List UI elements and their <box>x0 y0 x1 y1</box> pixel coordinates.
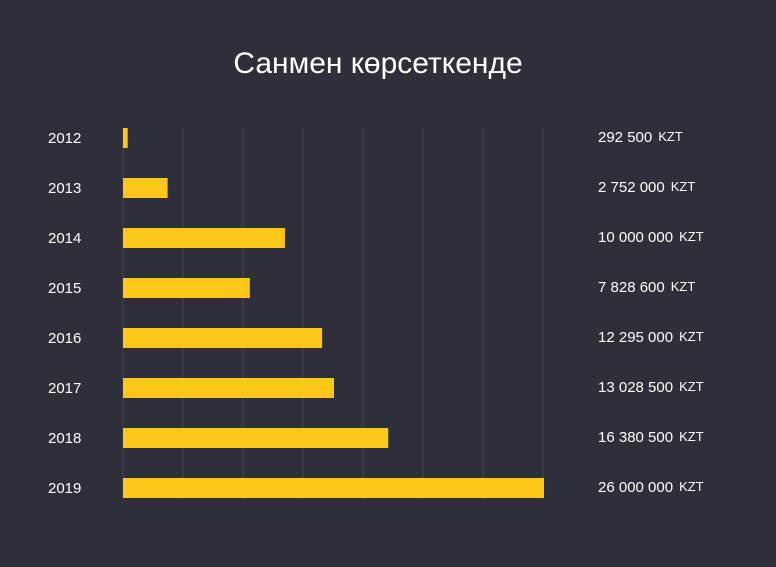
value-label-2019: 26 000 000 KZT <box>598 479 704 496</box>
value-number: 26 000 000 <box>598 479 673 496</box>
value-unit: KZT <box>679 229 704 244</box>
bar-2017 <box>123 378 334 398</box>
value-label-2014: 10 000 000 KZT <box>598 229 704 246</box>
value-unit: KZT <box>671 279 696 294</box>
value-label-2012: 292 500 KZT <box>598 129 683 146</box>
value-unit: KZT <box>679 379 704 394</box>
value-number: 2 752 000 <box>598 179 665 196</box>
bar-2015 <box>123 278 250 298</box>
year-label-2013: 2013 <box>48 180 81 197</box>
year-labels: 2012 2013 2014 2015 2016 2017 2018 2019 <box>48 130 81 497</box>
value-unit: KZT <box>658 129 683 144</box>
bar-2012 <box>123 128 128 148</box>
bar-2013 <box>123 178 168 198</box>
value-number: 16 380 500 <box>598 429 673 446</box>
year-label-2018: 2018 <box>48 430 81 447</box>
value-number: 13 028 500 <box>598 379 673 396</box>
value-unit: KZT <box>679 429 704 444</box>
value-label-2018: 16 380 500 KZT <box>598 429 704 446</box>
value-label-2017: 13 028 500 KZT <box>598 379 704 396</box>
value-unit: KZT <box>679 329 704 344</box>
bar-2016 <box>123 328 323 348</box>
year-label-2016: 2016 <box>48 330 81 347</box>
value-number: 292 500 <box>598 129 652 146</box>
year-label-2019: 2019 <box>48 480 81 497</box>
bars <box>123 128 544 498</box>
year-label-2015: 2015 <box>48 280 81 297</box>
bar-2018 <box>123 428 389 448</box>
value-label-2015: 7 828 600 KZT <box>598 279 695 296</box>
bar-2014 <box>123 228 285 248</box>
year-label-2017: 2017 <box>48 380 81 397</box>
bar-2019 <box>123 478 544 498</box>
value-unit: KZT <box>679 479 704 494</box>
value-number: 7 828 600 <box>598 279 665 296</box>
year-label-2012: 2012 <box>48 130 81 147</box>
chart-title: Санмен көрсеткенде <box>233 47 522 80</box>
value-number: 10 000 000 <box>598 229 673 246</box>
year-label-2014: 2014 <box>48 230 81 247</box>
value-unit: KZT <box>671 179 696 194</box>
value-label-2013: 2 752 000 KZT <box>598 179 695 196</box>
value-label-2016: 12 295 000 KZT <box>598 329 704 346</box>
value-number: 12 295 000 <box>598 329 673 346</box>
